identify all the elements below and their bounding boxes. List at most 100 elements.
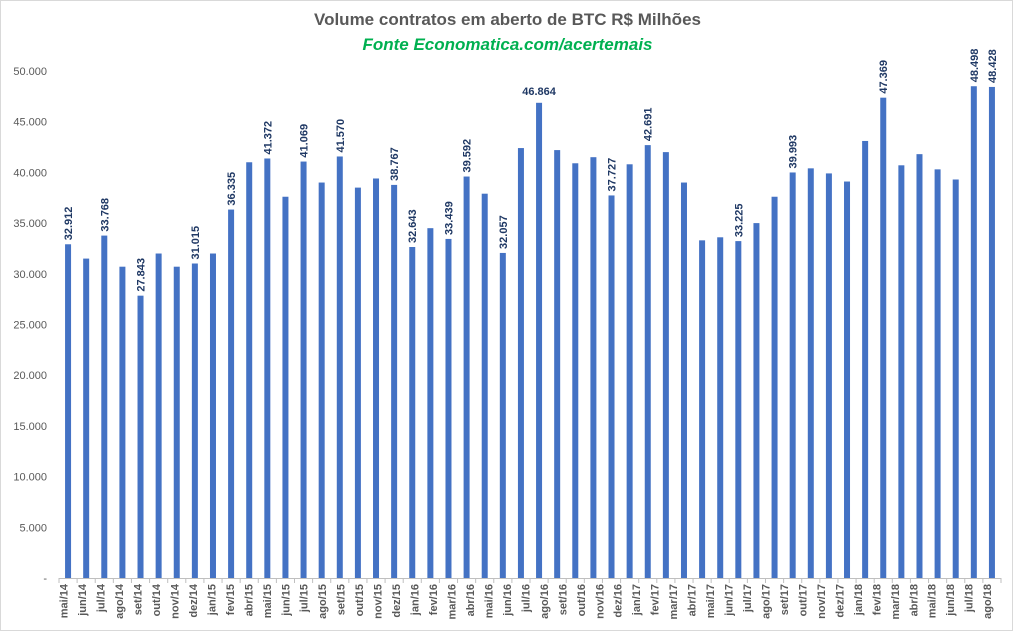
data-label: 33.225 <box>733 203 745 237</box>
x-tick-label: nov/17 <box>816 584 828 619</box>
x-tick-label: jan/16 <box>410 584 422 616</box>
x-tick-label: jun/14 <box>77 583 89 617</box>
x-axis-ticks <box>58 578 1002 583</box>
bar <box>409 246 416 578</box>
x-tick-label: abr/16 <box>465 584 477 616</box>
x-tick-label: fev/16 <box>428 584 440 615</box>
data-label: 47.369 <box>878 60 890 94</box>
bar <box>65 244 72 578</box>
data-label: 27.843 <box>136 258 148 292</box>
data-label: 39.993 <box>788 135 800 169</box>
y-tick-label: 10.000 <box>13 472 47 484</box>
data-labels: 32.912 33.768 27.843 31.015 36.335 41.372 41.0… <box>63 49 999 292</box>
x-tick-label: jun/16 <box>502 584 514 617</box>
x-tick-label: dez/17 <box>834 584 846 618</box>
bar <box>300 161 307 578</box>
bar <box>155 253 162 578</box>
bar <box>662 152 669 578</box>
y-tick-label: 50.000 <box>13 66 47 78</box>
x-tick-label: abr/18 <box>908 584 920 616</box>
bar <box>680 182 687 579</box>
y-tick-label: 20.000 <box>13 370 47 382</box>
x-tick-label: out/16 <box>576 584 588 616</box>
x-tick-label: ago/18 <box>982 584 994 619</box>
x-tick-label: jul/16 <box>520 584 532 613</box>
x-tick-label: jul/17 <box>742 584 754 613</box>
data-label: 41.069 <box>299 124 311 158</box>
bar <box>137 295 144 578</box>
x-tick-label: dez/16 <box>613 584 625 618</box>
x-tick-label: jun/18 <box>945 584 957 617</box>
bar <box>644 145 651 578</box>
x-tick-label: jun/17 <box>724 584 736 617</box>
bar <box>554 150 561 579</box>
x-tick-label: fev/18 <box>871 584 883 615</box>
bar <box>246 162 253 578</box>
bar <box>807 168 814 578</box>
bar <box>789 172 796 578</box>
x-tick-label: mai/17 <box>705 584 717 618</box>
x-tick-label: mai/15 <box>262 584 274 618</box>
chart-subtitle: Fonte Economatica.com/acertemais <box>362 35 653 54</box>
y-tick-label: 15.000 <box>13 421 47 433</box>
x-tick-label: set/14 <box>133 583 145 615</box>
x-tick-label: jan/15 <box>206 584 218 616</box>
bar <box>862 140 869 578</box>
bar <box>735 241 742 578</box>
bar <box>445 238 452 579</box>
x-tick-label: ago/14 <box>114 583 126 619</box>
y-tick-label: 25.000 <box>13 320 47 332</box>
bar <box>228 209 235 578</box>
bar <box>844 181 851 578</box>
y-tick-label: 40.000 <box>13 167 47 179</box>
data-label: 38.767 <box>389 147 401 181</box>
bar <box>354 187 361 579</box>
bar <box>699 240 706 578</box>
x-axis: mai/14 jun/14 jul/14 ago/14 set/14 out/14 nov/… <box>59 583 995 619</box>
y-axis: - 5.000 10.000 15.000 20.000 25.000 30.000 35.0… <box>13 66 47 585</box>
bar <box>209 253 216 578</box>
x-tick-label: ago/17 <box>761 584 773 619</box>
data-label: 32.912 <box>63 207 75 241</box>
x-tick-label: mar/18 <box>890 584 902 619</box>
bar <box>499 252 506 578</box>
data-label: 41.570 <box>335 119 347 153</box>
bar <box>536 102 543 578</box>
x-tick-label: out/15 <box>354 584 366 616</box>
bar <box>771 196 778 578</box>
bar <box>572 163 579 579</box>
x-tick-label: mar/17 <box>668 584 680 619</box>
y-tick-label: 5.000 <box>19 522 47 534</box>
data-label: 46.864 <box>522 86 557 98</box>
y-tick-label: 45.000 <box>13 117 47 129</box>
x-tick-label: nov/16 <box>594 584 606 619</box>
data-label: 42.691 <box>643 107 655 141</box>
x-tick-label: jan/17 <box>631 584 643 616</box>
data-label: 33.439 <box>443 201 455 235</box>
bar-series <box>65 86 995 579</box>
y-tick-label: 30.000 <box>13 269 47 281</box>
bar <box>119 266 126 578</box>
data-label: 36.335 <box>226 172 238 206</box>
x-tick-label: dez/14 <box>188 583 200 618</box>
data-label: 48.428 <box>987 49 999 83</box>
data-label: 39.592 <box>462 139 474 173</box>
bar <box>336 156 343 578</box>
data-label: 31.015 <box>190 226 202 260</box>
x-tick-label: ago/16 <box>539 584 551 619</box>
bar <box>952 179 959 579</box>
x-tick-label: jul/14 <box>96 583 108 613</box>
bar <box>753 223 760 578</box>
x-tick-label: set/15 <box>336 584 348 615</box>
x-tick-label: mai/18 <box>927 584 939 618</box>
bar <box>517 148 524 578</box>
bar <box>970 86 977 578</box>
data-label: 33.768 <box>99 198 111 232</box>
x-tick-label: set/17 <box>779 584 791 615</box>
bar <box>264 158 271 578</box>
data-label: 41.372 <box>262 121 274 155</box>
data-label: 32.057 <box>498 215 510 249</box>
y-tick-label: 35.000 <box>13 218 47 230</box>
